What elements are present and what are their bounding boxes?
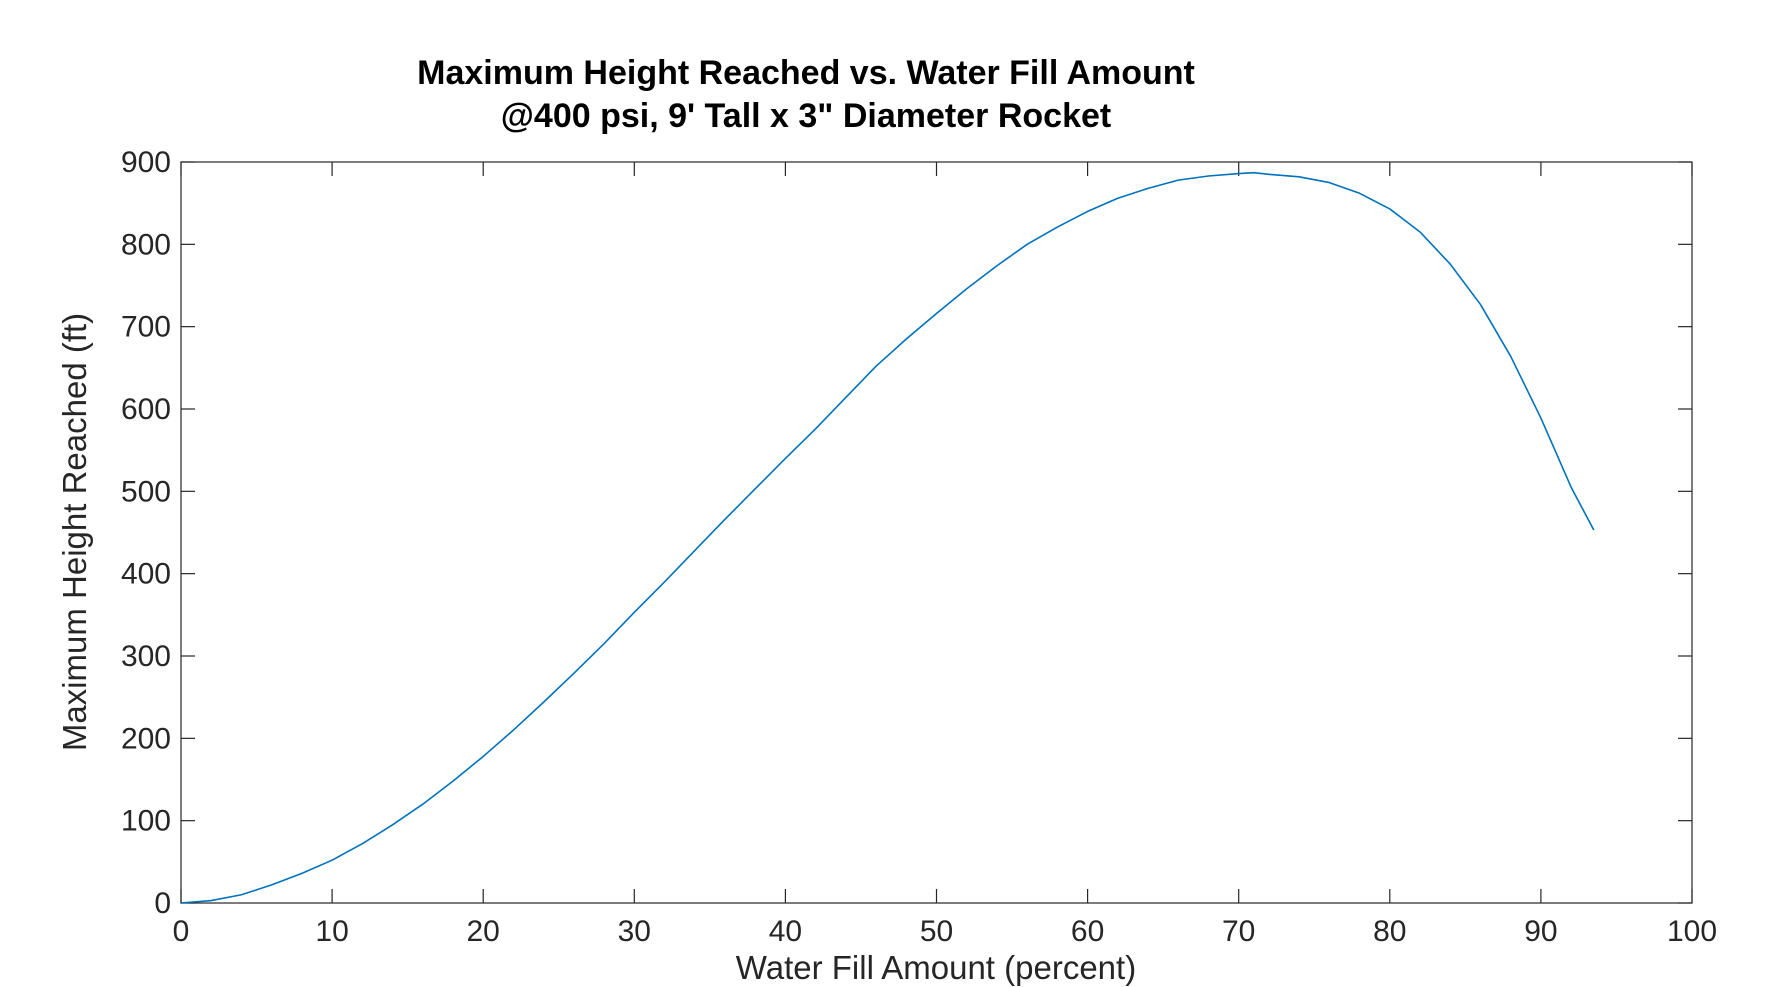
x-tick-label: 40 bbox=[769, 915, 802, 948]
x-tick-label: 80 bbox=[1373, 915, 1406, 948]
chart-title: Maximum Height Reached vs. Water Fill Am… bbox=[417, 54, 1195, 92]
y-tick-label: 500 bbox=[121, 475, 171, 508]
y-tick-label: 800 bbox=[121, 228, 171, 261]
y-tick-label: 0 bbox=[154, 887, 171, 920]
plot-area bbox=[180, 161, 1693, 904]
y-axis-tick-labels: 0 100 200 300 400 500 600 700 800 900 bbox=[121, 146, 171, 920]
x-axis-tick-labels: 0 10 20 30 40 50 60 70 80 90 100 bbox=[173, 915, 1717, 948]
y-tick-label: 600 bbox=[121, 393, 171, 426]
y-tick-label: 300 bbox=[121, 640, 171, 673]
chart-subtitle: @400 psi, 9' Tall x 3" Diameter Rocket bbox=[501, 97, 1111, 135]
y-tick-label: 200 bbox=[121, 722, 171, 755]
y-tick-label: 900 bbox=[121, 146, 171, 179]
y-axis-label: Maximum Height Reached (ft) bbox=[56, 313, 93, 751]
series-line bbox=[180, 171, 1595, 904]
y-tick-label: 700 bbox=[121, 311, 171, 344]
x-tick-label: 100 bbox=[1667, 915, 1717, 948]
x-tick-label: 50 bbox=[920, 915, 953, 948]
x-tick-label: 0 bbox=[173, 915, 190, 948]
x-tick-label: 30 bbox=[618, 915, 651, 948]
y-tick-label: 400 bbox=[121, 558, 171, 591]
x-axis-label: Water Fill Amount (percent) bbox=[736, 949, 1136, 986]
y-axis-ticks bbox=[181, 161, 1692, 904]
x-tick-label: 20 bbox=[467, 915, 500, 948]
x-tick-label: 90 bbox=[1524, 915, 1557, 948]
x-tick-label: 60 bbox=[1071, 915, 1104, 948]
x-tick-label: 10 bbox=[315, 915, 348, 948]
series-layer bbox=[180, 171, 1595, 904]
y-tick-label: 100 bbox=[121, 805, 171, 838]
x-axis-ticks bbox=[180, 162, 1693, 903]
x-tick-label: 70 bbox=[1222, 915, 1255, 948]
